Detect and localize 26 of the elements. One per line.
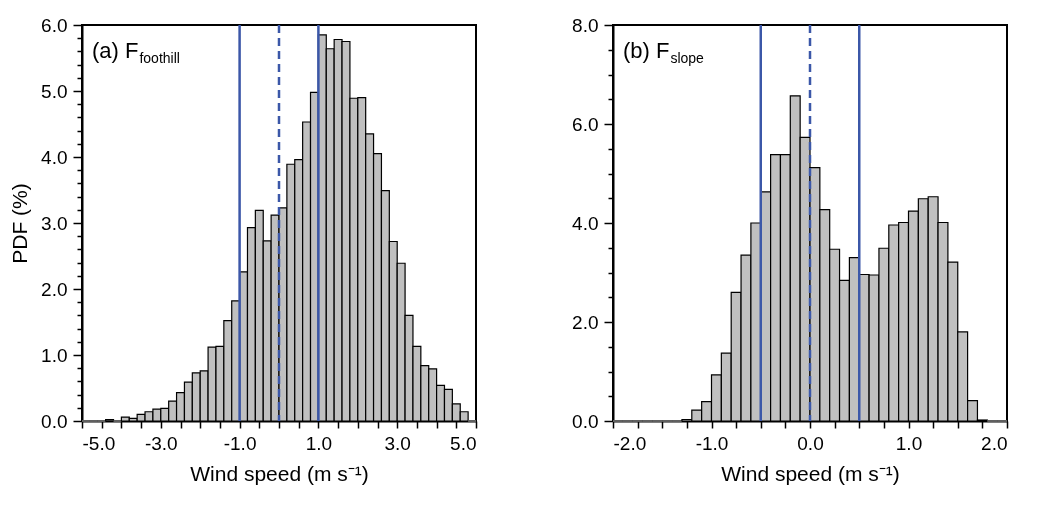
x-axis-title: Wind speed (m s⁻¹): [721, 461, 900, 485]
x-tick-label: 5.0: [450, 432, 477, 454]
y-tick-label: 2.0: [572, 311, 599, 333]
y-tick-label: 4.0: [41, 146, 68, 168]
y-tick-label: 3.0: [41, 212, 68, 234]
x-axis-title: Wind speed (m s⁻¹): [190, 461, 369, 485]
x-tick-label: -1.0: [695, 432, 729, 454]
y-tick-label: 4.0: [572, 212, 599, 234]
y-tick-label: 5.0: [41, 80, 68, 102]
x-tick-label: 1.0: [305, 432, 333, 454]
y-tick-label: 2.0: [41, 278, 68, 300]
x-tick-label: 2.0: [981, 432, 1008, 454]
y-tick-label: 0.0: [41, 410, 68, 432]
y-tick-label: 8.0: [572, 14, 599, 36]
x-tick-label: 0.0: [797, 432, 824, 454]
x-tick-label: -3.0: [144, 432, 178, 454]
x-tick-label: -1.0: [223, 432, 257, 454]
y-axis-title: PDF (%): [8, 183, 32, 264]
x-tick-label: -2.0: [613, 432, 647, 454]
y-tick-label: 1.0: [41, 344, 68, 366]
y-tick-label: 6.0: [41, 14, 68, 36]
x-tick-label: 1.0: [895, 432, 923, 454]
y-tick-label: 6.0: [572, 113, 599, 135]
y-tick-label: 0.0: [572, 410, 599, 432]
x-tick-label: 3.0: [384, 432, 411, 454]
x-tick-label: -5.0: [82, 432, 116, 454]
